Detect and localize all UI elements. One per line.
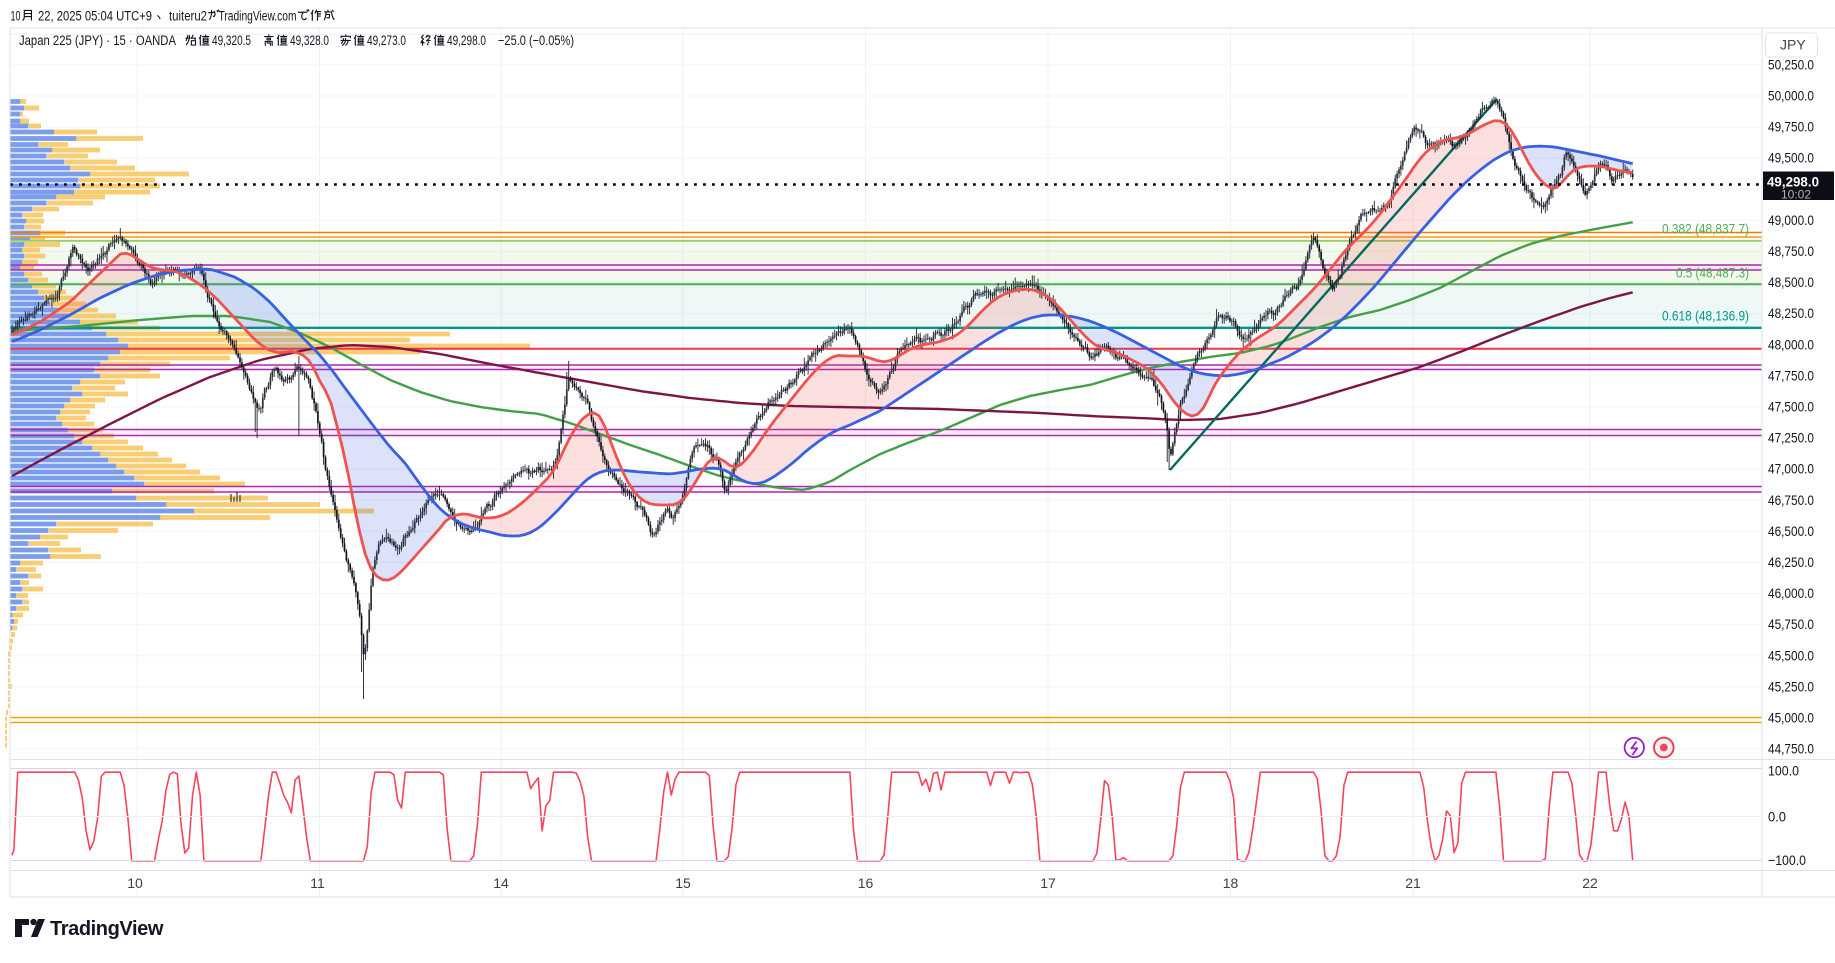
svg-text:46,750.0: 46,750.0: [1768, 492, 1814, 508]
svg-text:−100.0: −100.0: [1768, 852, 1806, 868]
svg-text:46,000.0: 46,000.0: [1768, 585, 1814, 601]
svg-text:22: 22: [1582, 875, 1598, 891]
svg-text:18: 18: [1223, 875, 1239, 891]
svg-text:11: 11: [310, 875, 325, 891]
svg-text:46,500.0: 46,500.0: [1768, 523, 1814, 539]
svg-text:10: 10: [11, 8, 21, 23]
svg-text:48,250.0: 48,250.0: [1768, 305, 1814, 321]
svg-text:22, 2025 05:04 UTC+9: 22, 2025 05:04 UTC+9: [38, 8, 152, 23]
svg-text:16: 16: [858, 875, 874, 891]
svg-text:47,500.0: 47,500.0: [1768, 399, 1814, 415]
svg-text:45,250.0: 45,250.0: [1768, 678, 1814, 694]
svg-text:0.382 (48,837.7): 0.382 (48,837.7): [1662, 222, 1749, 237]
svg-text:50,000.0: 50,000.0: [1768, 88, 1814, 104]
svg-text:47,250.0: 47,250.0: [1768, 430, 1814, 446]
svg-text:10:02: 10:02: [1781, 188, 1811, 202]
svg-text:15: 15: [675, 875, 691, 891]
svg-text:17: 17: [1040, 875, 1056, 891]
svg-text:49,328.0: 49,328.0: [290, 33, 329, 48]
svg-text:49,298.0: 49,298.0: [1767, 174, 1819, 190]
svg-text:45,000.0: 45,000.0: [1768, 710, 1814, 726]
svg-text:45,750.0: 45,750.0: [1768, 616, 1814, 632]
svg-text:10: 10: [127, 875, 143, 891]
svg-text:tuiteru2: tuiteru2: [169, 8, 207, 23]
svg-text:47,750.0: 47,750.0: [1768, 367, 1814, 383]
svg-text:−25.0 (−0.05%): −25.0 (−0.05%): [498, 33, 574, 48]
svg-text:100.0: 100.0: [1768, 763, 1799, 779]
svg-text:48,000.0: 48,000.0: [1768, 336, 1814, 352]
svg-text:0.0: 0.0: [1768, 808, 1786, 824]
svg-text:49,298.0: 49,298.0: [447, 33, 486, 48]
svg-text:21: 21: [1405, 875, 1421, 891]
svg-text:JPY: JPY: [1780, 37, 1806, 53]
svg-text:48,500.0: 48,500.0: [1768, 274, 1814, 290]
svg-text:46,250.0: 46,250.0: [1768, 554, 1814, 570]
svg-text:47,000.0: 47,000.0: [1768, 461, 1814, 477]
svg-text:45,500.0: 45,500.0: [1768, 647, 1814, 663]
svg-text:49,000.0: 49,000.0: [1768, 212, 1814, 228]
svg-text:0.5 (48,487.3): 0.5 (48,487.3): [1676, 266, 1749, 281]
svg-text:49,273.0: 49,273.0: [367, 33, 406, 48]
svg-text:TradingView.com: TradingView.com: [219, 8, 297, 23]
svg-text:Japan 225 (JPY) · 15 · OANDA: Japan 225 (JPY) · 15 · OANDA: [19, 33, 176, 48]
svg-text:49,320.5: 49,320.5: [212, 33, 251, 48]
svg-text:0.618 (48,136.9): 0.618 (48,136.9): [1662, 309, 1749, 324]
svg-text:50,250.0: 50,250.0: [1768, 56, 1814, 72]
svg-text:TradingView: TradingView: [50, 918, 164, 940]
svg-text:14: 14: [493, 875, 509, 891]
svg-text:49,500.0: 49,500.0: [1768, 150, 1814, 166]
svg-text:44,750.0: 44,750.0: [1768, 741, 1814, 757]
svg-text:48,750.0: 48,750.0: [1768, 243, 1814, 259]
svg-text:49,750.0: 49,750.0: [1768, 119, 1814, 135]
